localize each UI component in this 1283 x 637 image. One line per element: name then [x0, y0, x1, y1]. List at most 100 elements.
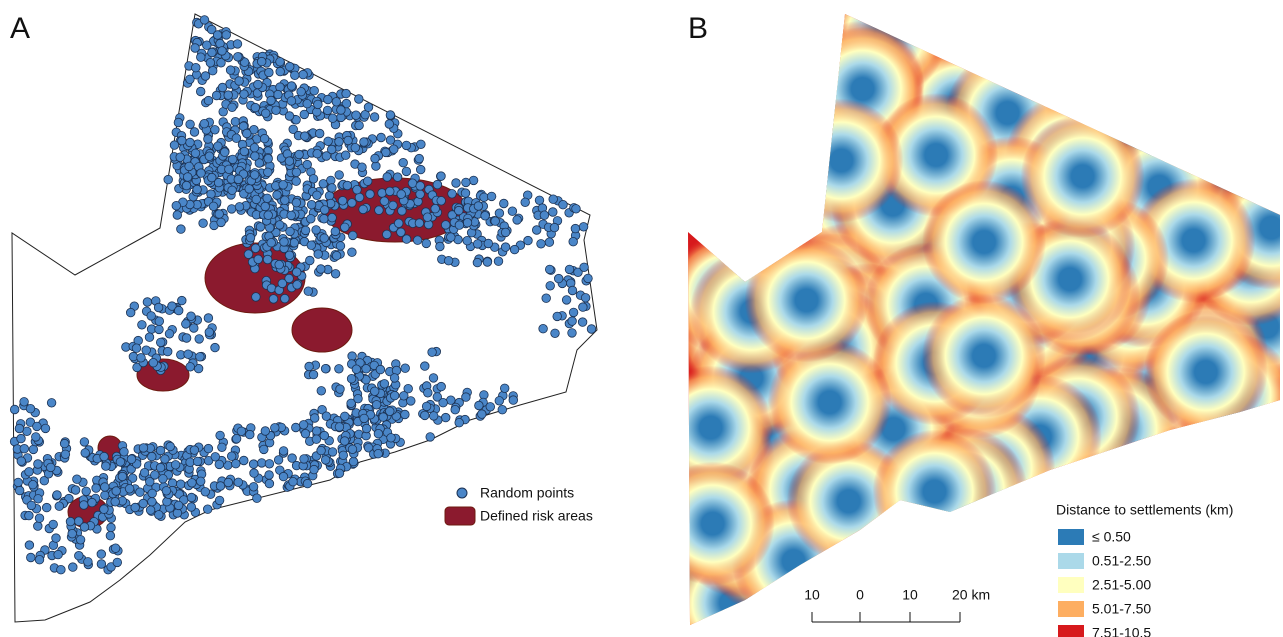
- random-point: [9, 404, 20, 415]
- random-point: [423, 388, 433, 398]
- random-point: [15, 485, 25, 496]
- random-point: [462, 217, 473, 228]
- random-point: [191, 62, 201, 73]
- random-point: [580, 293, 591, 303]
- random-point: [266, 283, 277, 294]
- random-point: [185, 362, 195, 372]
- random-point: [436, 381, 446, 392]
- random-point: [215, 430, 225, 441]
- random-point: [482, 257, 493, 267]
- random-point: [31, 432, 41, 442]
- random-point: [485, 402, 496, 412]
- random-point: [460, 188, 471, 198]
- random-point: [500, 383, 510, 394]
- random-point: [292, 267, 302, 277]
- random-point: [561, 295, 572, 305]
- random-point: [309, 85, 319, 96]
- random-point: [262, 193, 272, 204]
- settlement-buffer: [872, 429, 997, 554]
- random-point: [266, 237, 276, 248]
- random-point: [406, 396, 416, 406]
- random-point: [195, 352, 205, 362]
- random-point: [264, 470, 274, 480]
- random-point: [278, 180, 288, 190]
- settlement-buffer: [1020, 114, 1145, 239]
- random-point: [205, 58, 216, 68]
- random-point: [396, 189, 406, 199]
- random-point: [343, 135, 353, 146]
- random-point: [147, 497, 157, 507]
- random-point: [268, 294, 279, 304]
- random-point: [40, 423, 51, 434]
- random-point: [19, 397, 29, 407]
- random-point: [248, 459, 259, 469]
- random-point: [436, 196, 446, 206]
- random-point: [330, 269, 341, 279]
- random-point: [59, 438, 70, 449]
- random-point: [243, 249, 254, 259]
- random-point: [414, 153, 424, 164]
- random-point: [378, 412, 388, 422]
- scale-label: 10: [804, 587, 820, 603]
- random-point: [363, 102, 374, 112]
- random-point: [177, 135, 187, 146]
- random-point: [25, 404, 36, 414]
- random-point: [257, 56, 267, 67]
- random-point: [346, 398, 356, 409]
- random-point: [212, 30, 223, 40]
- random-point: [292, 280, 302, 290]
- random-point: [288, 124, 298, 135]
- random-point: [234, 76, 244, 86]
- random-point: [239, 146, 250, 157]
- random-point: [298, 420, 309, 430]
- random-point: [252, 493, 262, 503]
- random-point: [263, 210, 273, 220]
- random-point: [311, 434, 322, 444]
- random-point: [155, 462, 166, 473]
- random-point: [24, 467, 34, 477]
- random-point: [357, 162, 367, 172]
- random-point: [155, 337, 166, 348]
- random-point: [486, 191, 497, 202]
- random-point: [415, 181, 425, 191]
- random-point: [389, 373, 400, 383]
- random-point: [249, 170, 260, 180]
- random-point: [350, 142, 361, 153]
- random-point: [137, 320, 147, 330]
- legend-swatch: [1058, 625, 1084, 637]
- random-point: [497, 405, 508, 415]
- random-point: [146, 311, 156, 321]
- random-point: [379, 196, 390, 206]
- panel-label: A: [10, 12, 30, 45]
- random-point: [280, 293, 290, 304]
- random-point: [119, 447, 129, 457]
- random-point: [231, 133, 242, 143]
- random-point: [352, 184, 362, 195]
- random-point: [28, 444, 39, 455]
- random-point: [443, 256, 454, 266]
- random-point: [233, 174, 244, 185]
- random-point: [192, 184, 202, 195]
- random-point: [164, 329, 175, 339]
- random-point: [534, 195, 545, 206]
- random-point: [334, 422, 345, 432]
- random-point: [138, 498, 148, 509]
- random-point: [359, 137, 369, 147]
- random-point: [494, 396, 505, 406]
- random-point: [420, 410, 430, 421]
- random-point: [361, 423, 372, 434]
- legend-box: [1048, 494, 1283, 637]
- random-point: [450, 405, 460, 415]
- legend-label: Defined risk areas: [480, 508, 593, 524]
- random-point: [477, 409, 487, 419]
- random-point: [397, 206, 407, 216]
- legend-swatch: [1058, 553, 1084, 569]
- random-point: [425, 432, 435, 442]
- random-point: [136, 353, 146, 363]
- random-point: [327, 447, 338, 457]
- random-point: [211, 90, 222, 101]
- random-point: [132, 362, 142, 373]
- random-point: [60, 449, 71, 460]
- random-point: [203, 134, 213, 144]
- random-point: [354, 94, 364, 104]
